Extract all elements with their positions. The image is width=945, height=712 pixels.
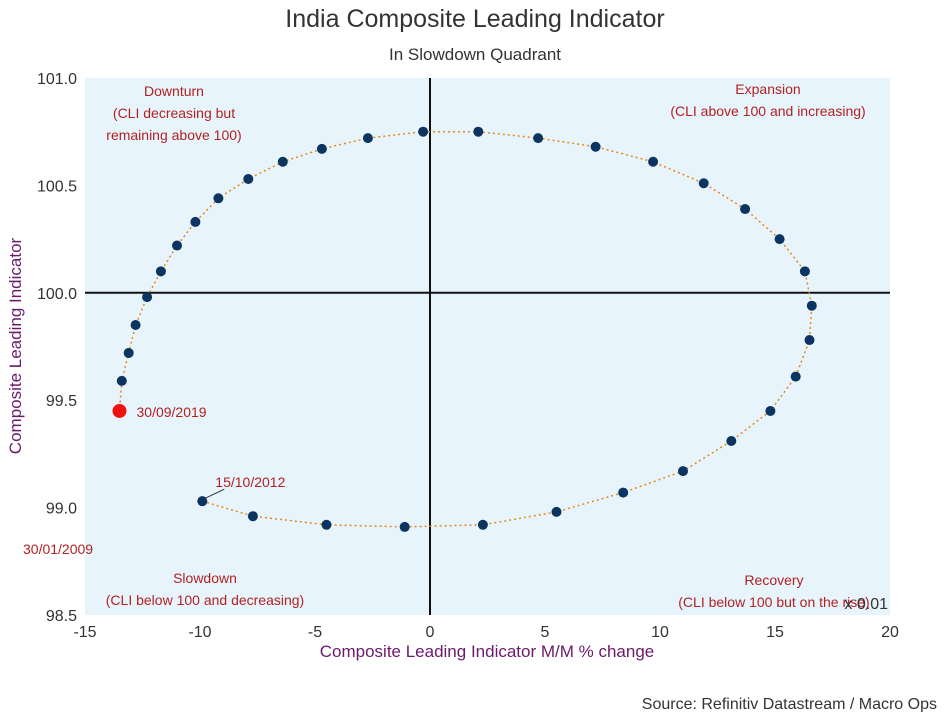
x-tick-label: 20 [881,624,899,641]
data-point [774,234,785,245]
y-tick-label: 101.0 [37,71,77,88]
plot-area [85,78,890,615]
data-point [618,487,629,498]
data-point [197,496,208,507]
data-point [213,193,224,204]
quadrant-downturn-line: remaining above 100) [106,127,241,143]
corner-date-label: 30/01/2009 [23,541,93,557]
x-tick-label: -5 [308,624,322,641]
y-axis-ticks: 98.5 99.0 99.5 100.0 100.5 101.0 [37,71,77,625]
data-point [155,266,166,277]
start-date-label: 15/10/2012 [215,474,285,490]
x-tick-label: 5 [541,624,550,641]
start-date-leader [205,488,225,499]
quadrant-recovery-line: (CLI below 100 but on the rise) [678,594,869,610]
latest-date-label: 30/09/2019 [137,404,207,420]
series-points [112,126,817,532]
x-axis-multiplier: x 0.01 [844,596,888,613]
chart-title: India Composite Leading Indicator [285,5,664,33]
source-note: Source: Refinitiv Datastream / Macro Ops [642,696,937,712]
quadrant-slowdown-line: (CLI below 100 and decreasing) [106,592,304,608]
data-point [247,511,258,522]
data-point [418,126,429,137]
data-point [321,519,332,530]
quadrant-expansion-line: (CLI above 100 and increasing) [670,103,865,119]
data-point [277,156,288,167]
data-point [477,519,488,530]
x-tick-label: 15 [766,624,784,641]
data-point [806,300,817,311]
data-point [130,320,141,331]
x-tick-label: -15 [73,624,96,641]
x-tick-label: -10 [188,624,211,641]
data-point [142,292,153,303]
data-point [648,156,659,167]
data-point [190,216,201,227]
data-point [698,178,709,189]
x-axis-label: Composite Leading Indicator M/M % change [320,642,655,661]
data-point [551,506,562,517]
chart-subtitle: In Slowdown Quadrant [389,45,561,64]
data-point [316,143,327,154]
y-tick-label: 99.5 [46,393,77,410]
latest-point [112,403,127,418]
data-point [362,133,373,144]
data-point [399,521,410,532]
data-point [678,466,688,477]
data-point [790,371,801,382]
quadrant-recovery-line: Recovery [744,572,803,588]
data-point [799,266,810,277]
data-point [726,436,737,447]
data-point [473,126,484,137]
quadrant-expansion-line: Expansion [735,81,800,97]
data-point [123,347,134,358]
quadrant-slowdown-line: Slowdown [173,570,237,586]
x-tick-label: 0 [426,624,435,641]
data-point [172,240,182,251]
data-point [590,141,601,152]
y-tick-label: 99.0 [46,501,77,518]
y-axis-label: Composite Leading Indicator [6,237,25,454]
data-point [740,204,751,215]
y-tick-label: 98.5 [46,608,77,625]
data-point [765,405,776,416]
y-tick-label: 100.5 [37,178,77,195]
x-axis-ticks: -15 -10 -5 0 5 10 15 20 [73,624,899,641]
quadrant-labels: Downturn (CLI decreasing but remaining abo… [106,81,870,610]
data-point [116,375,127,386]
data-point [804,335,815,346]
data-point [243,173,254,184]
quadrant-downturn-line: Downturn [144,83,204,99]
quadrant-downturn-line: (CLI decreasing but [113,105,235,121]
x-tick-label: 10 [651,624,669,641]
y-tick-label: 100.0 [37,286,77,303]
data-point [533,133,544,144]
